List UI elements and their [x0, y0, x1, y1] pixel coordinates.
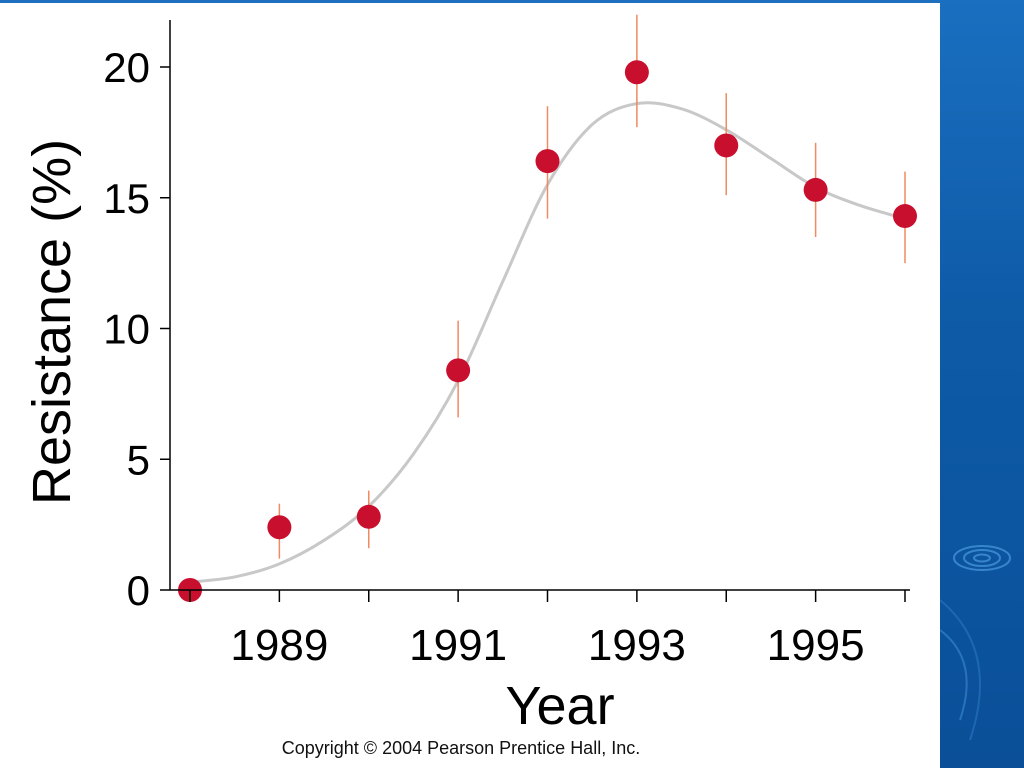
trend-curve-group [189, 101, 906, 584]
x-tick-label: 1993 [588, 621, 686, 670]
x-axis-label: Year [505, 676, 614, 736]
data-point [803, 177, 828, 202]
x-tick-label: 1995 [767, 621, 865, 670]
data-point [446, 358, 471, 383]
y-tick-label: 15 [103, 175, 150, 222]
y-tick-label: 10 [103, 306, 150, 353]
y-axis-label: Resistance (%) [22, 139, 82, 505]
data-point [356, 504, 381, 529]
y-tick-label: 5 [127, 436, 150, 483]
ripple-decoration-icon [940, 545, 1011, 741]
data-point [624, 60, 649, 85]
data-point [893, 204, 917, 229]
data-points-group [178, 60, 917, 602]
chart-area: 0 5 10 15 20 1989 1991 1993 1995 Year Resistance (… [22, 14, 917, 736]
data-point [535, 149, 560, 174]
y-tick-label: 0 [127, 567, 150, 614]
error-bars-group [278, 14, 906, 559]
trend-curve-line [189, 101, 906, 584]
axes-group: 0 5 10 15 20 1989 1991 1993 1995 Year Resistance (… [22, 20, 910, 736]
side-decoration-panel [940, 0, 1024, 768]
top-accent-bar [0, 0, 1024, 3]
x-tick-label: 1989 [230, 621, 328, 670]
y-tick-label: 20 [103, 44, 150, 91]
copyright-text: Copyright © 2004 Pearson Prentice Hall, … [281, 738, 641, 758]
x-tick-label: 1991 [409, 621, 507, 670]
data-point [714, 133, 739, 158]
data-point [267, 515, 292, 540]
resistance-chart: 0 5 10 15 20 1989 1991 1993 1995 Year Resistance (… [22, 14, 917, 736]
